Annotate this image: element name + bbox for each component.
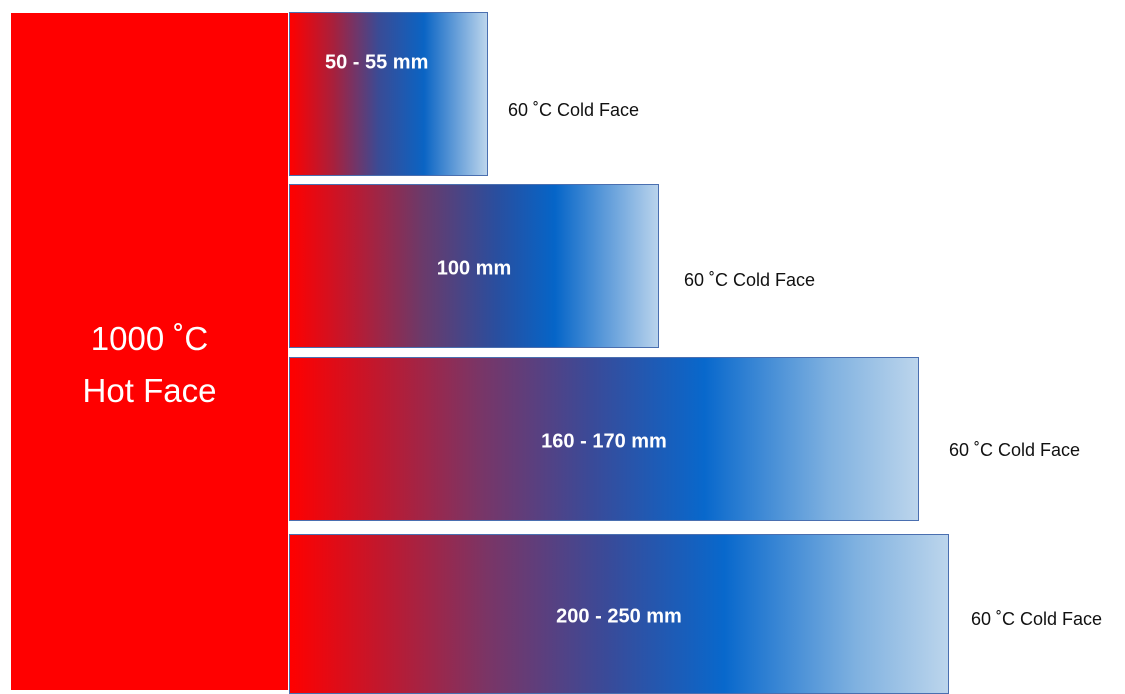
layer-1-thickness: 50 - 55 mm <box>324 51 429 74</box>
layer-3-thickness: 160 - 170 mm <box>541 430 667 453</box>
insulation-layer-4: 200 - 250 mm <box>289 534 949 694</box>
layer-3-cold-face-label: 60 ˚C Cold Face <box>949 440 1081 460</box>
insulation-layer-3: 160 - 170 mm <box>289 357 919 521</box>
hot-face-label: 1000 ˚C Hot Face <box>11 313 288 417</box>
hot-face-title: Hot Face <box>82 372 217 409</box>
hot-face-temperature: 1000 ˚C <box>90 320 209 357</box>
layer-4-cold-face-label: 60 ˚C Cold Face <box>971 609 1103 629</box>
insulation-layer-2: 100 mm <box>289 184 659 348</box>
layer-4-thickness: 200 - 250 mm <box>556 605 682 628</box>
layer-2-cold-face-label: 60 ˚C Cold Face <box>684 270 816 290</box>
insulation-layer-1: 50 - 55 mm <box>289 12 488 176</box>
layer-1-cold-face-label: 60 ˚C Cold Face <box>508 100 640 120</box>
layer-2-thickness: 100 mm <box>436 257 512 280</box>
hot-face-block: 1000 ˚C Hot Face <box>11 13 288 690</box>
